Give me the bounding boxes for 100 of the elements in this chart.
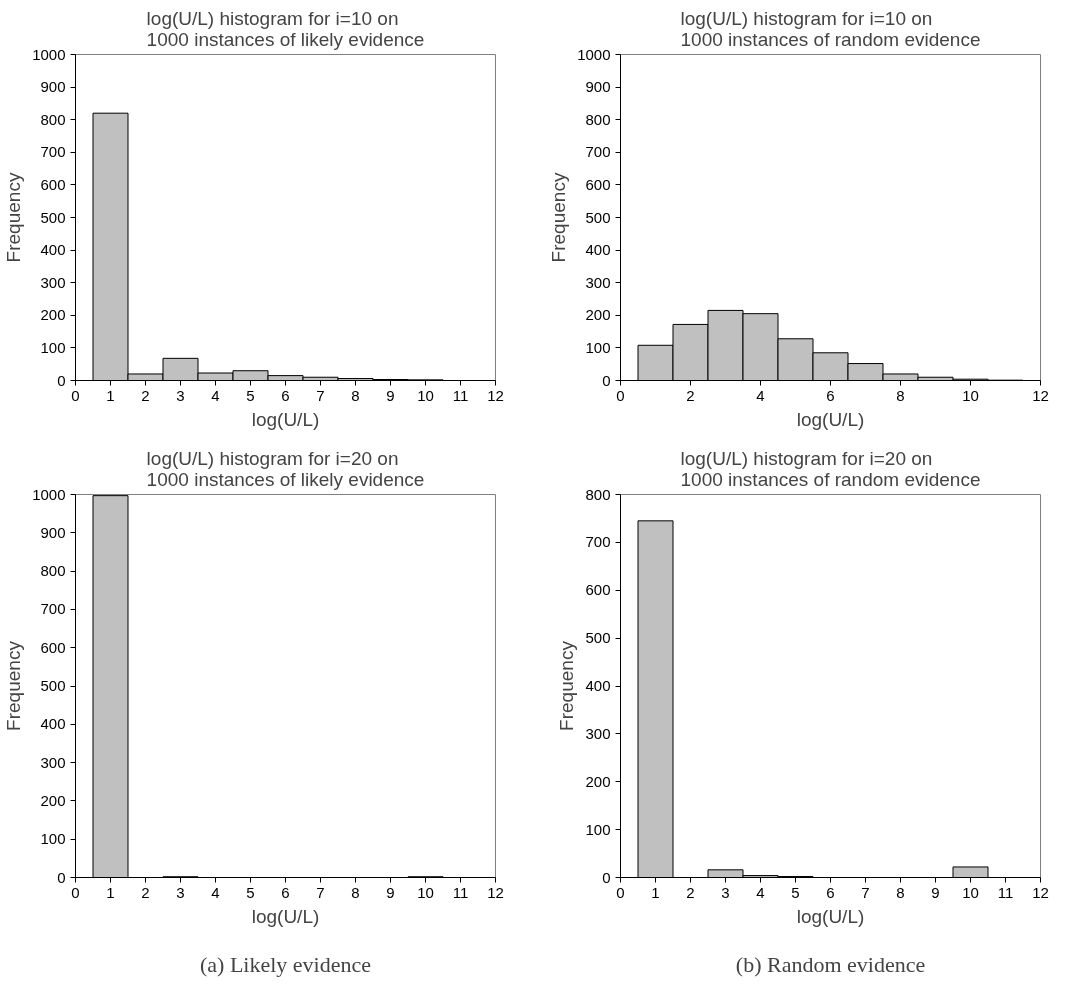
y-tick-label: 1000: [32, 45, 66, 63]
x-tick-label: 3: [176, 883, 185, 901]
y-axis-title: Frequency: [3, 172, 25, 263]
y-tick-label: 300: [585, 724, 611, 742]
y-tick-label: 100: [40, 338, 66, 356]
y-tick-label: 300: [40, 273, 66, 291]
x-tick-label: 11: [452, 883, 469, 901]
x-tick-label: 9: [386, 386, 395, 404]
x-tick-label: 0: [616, 386, 625, 404]
x-tick-label: 6: [281, 386, 290, 404]
y-tick-label: 0: [57, 868, 66, 886]
x-tick-label: 2: [141, 386, 150, 404]
x-axis-title: log(U/L): [251, 408, 320, 430]
y-tick-label: 500: [40, 208, 66, 226]
y-axis-title: Frequency: [3, 640, 25, 731]
y-tick-label: 1000: [577, 45, 611, 63]
y-tick-label: 500: [585, 208, 611, 226]
y-tick-label: 700: [40, 143, 66, 161]
x-axis-title: log(U/L): [251, 905, 320, 927]
x-tick-label: 5: [246, 386, 255, 404]
x-tick-label: 9: [931, 883, 940, 901]
x-tick-label: 10: [962, 883, 979, 901]
y-tick-label: 200: [585, 306, 611, 324]
x-tick-label: 12: [1032, 386, 1049, 404]
y-tick-label: 0: [602, 868, 611, 886]
chart-title: log(U/L) histogram for i=10 on 1000 instances of likely evidence: [146, 7, 425, 50]
x-tick-label: 12: [1032, 883, 1049, 901]
y-tick-label: 300: [40, 753, 66, 771]
x-tick-label: 9: [386, 883, 395, 901]
y-tick-label: 800: [40, 110, 66, 128]
x-tick-label: 7: [861, 883, 870, 901]
x-tick-label: 0: [71, 883, 80, 901]
x-tick-label: 1: [651, 883, 660, 901]
y-tick-label: 400: [40, 715, 66, 733]
x-tick-label: 6: [281, 883, 290, 901]
text: (b) Random evidence: [735, 951, 926, 977]
y-tick-label: 100: [585, 338, 611, 356]
x-tick-label: 11: [997, 883, 1014, 901]
y-tick-label: 400: [585, 241, 611, 259]
x-tick-label: 11: [452, 386, 469, 404]
y-tick-label: 100: [40, 830, 66, 848]
chart-title: log(U/L) histogram for i=20 on 1000 instances of likely evidence: [146, 447, 425, 490]
x-tick-label: 4: [756, 386, 765, 404]
x-tick-label: 12: [487, 386, 504, 404]
x-tick-label: 5: [246, 883, 255, 901]
x-tick-label: 2: [141, 883, 150, 901]
x-tick-label: 7: [316, 883, 325, 901]
x-tick-label: 10: [417, 883, 434, 901]
y-tick-label: 400: [585, 677, 611, 694]
chart-title: log(U/L) histogram for i=10 on 1000 instances of random evidence: [680, 7, 981, 50]
y-tick-label: 700: [40, 600, 66, 618]
x-tick-label: 8: [351, 883, 360, 901]
text: (a) Likely evidence: [199, 951, 372, 977]
y-tick-label: 500: [40, 677, 66, 694]
y-tick-label: 0: [57, 371, 66, 389]
y-tick-label: 600: [40, 175, 66, 193]
x-tick-label: 6: [826, 883, 835, 901]
y-tick-label: 200: [40, 791, 66, 809]
x-tick-label: 6: [826, 386, 835, 404]
y-tick-label: 300: [585, 273, 611, 291]
y-tick-label: 800: [585, 110, 611, 128]
y-tick-label: 900: [40, 523, 66, 541]
y-tick-label: 600: [585, 581, 611, 599]
y-tick-label: 900: [40, 78, 66, 96]
x-tick-label: 1: [106, 386, 115, 404]
y-tick-label: 700: [585, 533, 611, 551]
y-tick-label: 0: [602, 371, 611, 389]
y-tick-label: 600: [40, 638, 66, 656]
x-tick-label: 3: [721, 883, 730, 901]
x-tick-label: 7: [316, 386, 325, 404]
x-tick-label: 4: [211, 386, 220, 404]
x-tick-label: 1: [106, 883, 115, 901]
x-tick-label: 2: [686, 883, 695, 901]
y-tick-label: 100: [585, 820, 611, 838]
y-tick-label: 600: [585, 175, 611, 193]
x-tick-label: 2: [686, 386, 695, 404]
y-tick-label: 900: [585, 78, 611, 96]
y-tick-label: 200: [585, 772, 611, 790]
x-axis-title: log(U/L): [796, 905, 865, 927]
y-tick-label: 800: [585, 485, 611, 503]
x-tick-label: 8: [896, 883, 905, 901]
y-axis-title: Frequency: [556, 640, 578, 731]
x-tick-label: 4: [756, 883, 765, 901]
x-tick-label: 10: [962, 386, 979, 404]
y-tick-label: 800: [40, 562, 66, 580]
x-tick-label: 8: [351, 386, 360, 404]
x-tick-label: 0: [616, 883, 625, 901]
x-tick-label: 0: [71, 386, 80, 404]
y-axis-title: Frequency: [548, 172, 570, 263]
y-tick-label: 400: [40, 241, 66, 259]
y-tick-label: 500: [585, 629, 611, 647]
x-tick-label: 3: [176, 386, 185, 404]
x-tick-label: 5: [791, 883, 800, 901]
x-tick-label: 10: [417, 386, 434, 404]
x-tick-label: 8: [896, 386, 905, 404]
x-tick-label: 12: [487, 883, 504, 901]
chart-title: log(U/L) histogram for i=20 on 1000 instances of random evidence: [680, 447, 981, 490]
x-tick-label: 4: [211, 883, 220, 901]
y-tick-label: 700: [585, 143, 611, 161]
y-tick-label: 1000: [32, 485, 66, 503]
